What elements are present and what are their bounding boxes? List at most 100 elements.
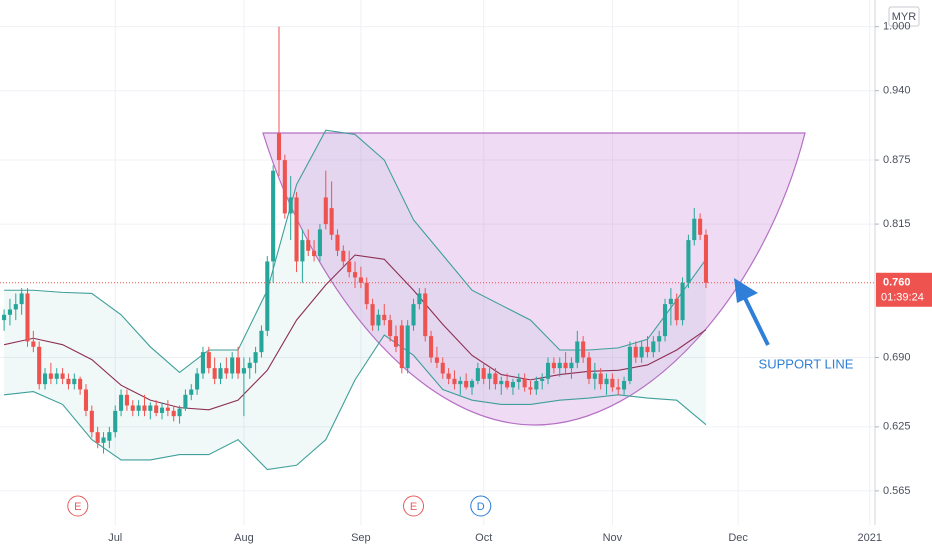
candle-body (540, 378, 545, 381)
candle-body (534, 380, 539, 390)
candle-body (42, 373, 48, 385)
candle-body (639, 346, 644, 358)
candle-body (698, 218, 703, 235)
candle-body (551, 362, 556, 369)
event-marker (403, 495, 425, 517)
candle-body (282, 160, 287, 214)
candle-body (31, 341, 36, 347)
y-tick-label: 0.940 (883, 85, 911, 97)
candle-body (317, 229, 322, 257)
candle-body (288, 197, 293, 214)
candle-body (323, 197, 328, 225)
candle-body (7, 309, 12, 315)
candle-body (487, 373, 492, 379)
candle-body (692, 218, 697, 241)
x-tick-label: Sep (351, 532, 371, 544)
candle-body (294, 197, 299, 262)
band-line (4, 334, 707, 471)
candle-body (148, 405, 153, 411)
candle-body (247, 362, 252, 369)
candle-body (119, 394, 124, 411)
candle-body (434, 357, 439, 363)
candle-body (604, 378, 609, 385)
candle-body (265, 261, 270, 331)
y-tick-label: 0.565 (883, 485, 911, 497)
candle-body (440, 362, 445, 374)
arrow-shaft (740, 291, 770, 346)
candle-body (195, 373, 200, 390)
candle-body (352, 272, 358, 278)
candle-body (358, 277, 363, 283)
candle-body (200, 352, 206, 374)
candle-body (452, 378, 457, 385)
candle-body (586, 357, 592, 379)
event-label: E (410, 501, 417, 513)
y-tick-label: 1.000 (883, 21, 911, 33)
candle-body (622, 380, 627, 390)
y-tick-label: 0.625 (883, 421, 911, 433)
candle-body (563, 362, 568, 369)
y-tick-label: 0.815 (883, 218, 911, 230)
candle-body (253, 352, 258, 363)
currency: MYR (892, 11, 917, 23)
candle-body (616, 387, 621, 390)
candle-body (662, 304, 668, 337)
candle-body (376, 314, 381, 326)
event-label: E (74, 501, 81, 513)
candle-body (236, 357, 241, 374)
candle-body (212, 368, 217, 379)
candle-body (306, 240, 311, 251)
event-marker (67, 495, 89, 517)
band-line (4, 129, 707, 374)
candle-body (154, 405, 159, 413)
candle-body (37, 346, 42, 385)
candle-body (545, 362, 551, 379)
candle-body (645, 346, 650, 353)
candle-body (113, 410, 118, 433)
candle-body (575, 341, 580, 363)
candle-body (54, 373, 59, 379)
candle-body (347, 261, 352, 273)
candle-body (271, 170, 276, 262)
x-tick-label: 2021 (857, 532, 881, 544)
candle-body (382, 314, 387, 321)
price-axis: MYR 1.000 0.940 0.875 0.815 0.690 0.625 0.565 0… (874, 0, 932, 525)
candle-body (13, 304, 18, 310)
candle-body (241, 368, 246, 374)
candle-body (72, 378, 77, 385)
candle-body (89, 410, 94, 433)
x-tick-label: Dec (728, 532, 748, 544)
candle-body (329, 208, 334, 235)
candle-body (703, 234, 709, 283)
candle-body (300, 240, 305, 262)
candle-body (493, 373, 498, 385)
candle-body (499, 380, 504, 385)
candle-body (2, 314, 7, 321)
candle-body (370, 304, 375, 326)
candle-body (66, 378, 71, 385)
candle-body (218, 368, 223, 379)
event-marker (470, 495, 492, 517)
candle-body (581, 341, 586, 358)
candle-body (399, 325, 404, 369)
candle-body (429, 336, 434, 358)
candle-body (130, 405, 135, 411)
candle-body (136, 405, 141, 411)
candle-body (177, 408, 182, 417)
price-label: 0.760 (883, 277, 911, 289)
x-tick-label: Aug (234, 532, 254, 544)
candle-body (469, 380, 475, 388)
candle-body (680, 282, 685, 321)
candle-body (423, 293, 428, 337)
candle-body (95, 432, 100, 443)
candle-body (475, 368, 480, 381)
annotation: SUPPORT LINE (759, 356, 854, 371)
candle-body (633, 346, 638, 358)
cup-pattern (262, 132, 806, 426)
candle-body (411, 304, 416, 326)
candle-body (522, 378, 527, 388)
candle-body (124, 394, 129, 406)
event-label: D (477, 501, 485, 513)
candle-body (159, 407, 165, 413)
